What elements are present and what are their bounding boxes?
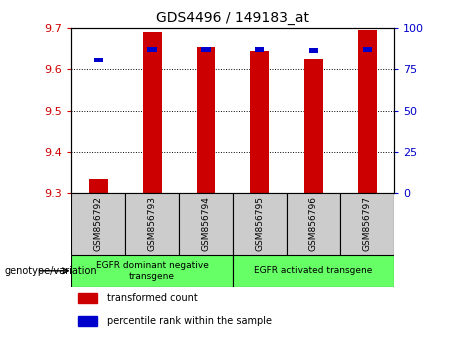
Text: GSM856796: GSM856796 xyxy=(309,196,318,251)
Text: GSM856792: GSM856792 xyxy=(94,196,103,251)
Bar xyxy=(233,193,287,255)
Text: GSM856797: GSM856797 xyxy=(363,196,372,251)
Bar xyxy=(233,255,394,287)
Text: genotype/variation: genotype/variation xyxy=(5,266,97,276)
Bar xyxy=(89,178,108,193)
Bar xyxy=(148,47,157,52)
Bar xyxy=(362,47,372,52)
Text: GSM856794: GSM856794 xyxy=(201,196,210,251)
Bar xyxy=(358,30,377,193)
Text: transformed count: transformed count xyxy=(107,293,198,303)
Bar xyxy=(340,193,394,255)
Text: GSM856795: GSM856795 xyxy=(255,196,264,251)
Title: GDS4496 / 149183_at: GDS4496 / 149183_at xyxy=(156,11,309,24)
Bar xyxy=(304,59,323,193)
Bar xyxy=(196,47,215,193)
Bar xyxy=(250,51,269,193)
Bar xyxy=(78,293,97,303)
Bar xyxy=(287,193,340,255)
Text: EGFR dominant negative
transgene: EGFR dominant negative transgene xyxy=(96,261,208,280)
Text: GSM856793: GSM856793 xyxy=(148,196,157,251)
Bar xyxy=(78,316,97,326)
Bar xyxy=(125,193,179,255)
Bar xyxy=(71,193,125,255)
Bar xyxy=(71,255,233,287)
Text: EGFR activated transgene: EGFR activated transgene xyxy=(254,266,372,275)
Bar xyxy=(179,193,233,255)
Bar xyxy=(255,47,265,52)
Bar xyxy=(309,48,318,53)
Bar xyxy=(94,58,103,62)
Text: percentile rank within the sample: percentile rank within the sample xyxy=(107,316,272,326)
Bar xyxy=(201,47,211,52)
Bar xyxy=(143,32,161,193)
